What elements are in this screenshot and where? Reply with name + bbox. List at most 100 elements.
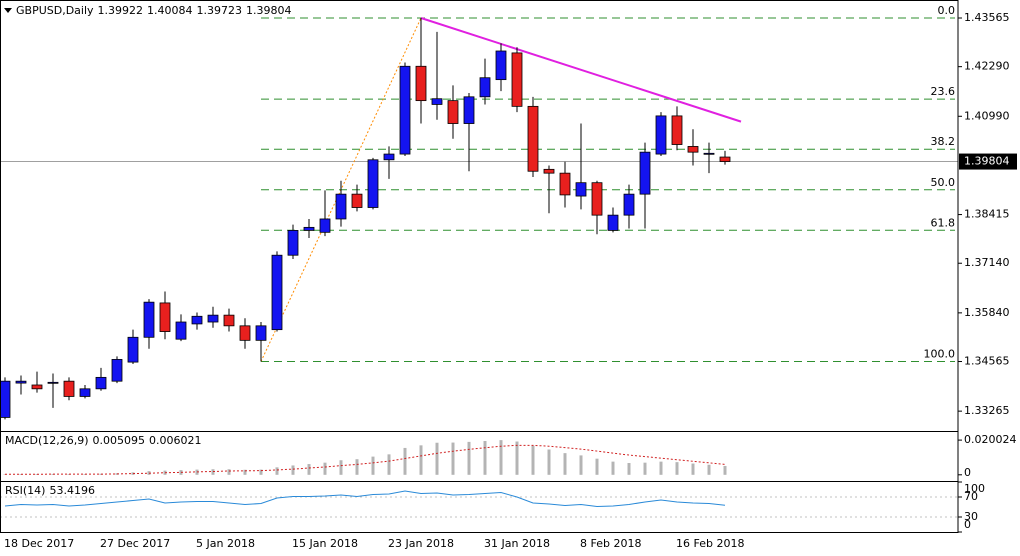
candle-body — [591, 182, 603, 216]
histogram-bar — [675, 462, 679, 475]
candle-body — [223, 314, 235, 327]
histogram-bar — [211, 469, 215, 475]
indicator-value: 1.39804 — [246, 4, 292, 17]
x-tick-label: 5 Jan 2018 — [196, 537, 255, 550]
histogram-bar — [371, 456, 375, 475]
candle-body — [127, 336, 139, 363]
histogram-bar — [307, 464, 311, 475]
candle-body — [559, 172, 571, 196]
y-tick-label: 100 — [964, 482, 985, 495]
candle-body — [495, 50, 507, 81]
histogram-bar — [707, 464, 711, 475]
histogram-bar — [531, 445, 535, 475]
candle-body — [719, 156, 731, 162]
candle-body — [31, 384, 43, 390]
histogram-bar — [483, 441, 487, 475]
y-tick-label: 0 — [964, 518, 971, 531]
histogram-bar — [499, 440, 503, 475]
candle-body — [415, 65, 427, 102]
candle-body — [671, 115, 683, 145]
histogram-bar — [227, 469, 231, 475]
candle-body — [319, 218, 331, 233]
price-label-box — [959, 153, 1017, 170]
histogram-bar — [403, 447, 407, 475]
candle-body — [79, 388, 91, 397]
histogram-bar — [611, 461, 615, 475]
indicator-value: 1.40084 — [147, 4, 193, 17]
x-tick-label: 31 Jan 2018 — [484, 537, 550, 550]
candle-body — [367, 159, 379, 208]
histogram-bar — [547, 449, 551, 475]
candle-body — [95, 376, 107, 390]
candle-body — [47, 381, 59, 384]
y-tick-label: 1.33265 — [964, 404, 1010, 417]
y-tick-label: 1.37140 — [964, 256, 1010, 269]
pane-header: MACD(12,26,9) 0.005095 0.006021 — [5, 434, 202, 447]
candle-body — [527, 105, 539, 172]
histogram-bar — [451, 442, 455, 475]
candle-body — [655, 115, 667, 155]
histogram-bar — [627, 463, 631, 475]
histogram-bar — [595, 458, 599, 475]
candle-body — [383, 153, 395, 161]
indicator-name: RSI(14) — [5, 484, 45, 497]
indicator-value: 53.4196 — [49, 484, 95, 497]
indicator-value: 0.005095 — [93, 434, 146, 447]
y-tick-label: 30 — [964, 510, 978, 523]
candle-body — [0, 380, 11, 418]
y-tick-label: 1.34565 — [964, 355, 1010, 368]
candle-body — [287, 230, 299, 256]
histogram-bar — [339, 460, 343, 475]
price-label: 1.39804 — [964, 155, 1010, 168]
y-tick-label: 1.43565 — [964, 11, 1010, 24]
fib-label: 50.0 — [931, 176, 956, 189]
menu-triangle — [4, 8, 12, 13]
candle-body — [159, 302, 171, 332]
indicator-value: 1.39922 — [98, 4, 144, 17]
y-tick-label: 1.38415 — [964, 208, 1010, 221]
candle-body — [543, 168, 555, 174]
y-tick-label: 1.40990 — [964, 109, 1010, 122]
pane-header: RSI(14) 53.4196 — [5, 484, 95, 497]
indicator-value: 1.39723 — [197, 4, 243, 17]
candle-body — [111, 359, 123, 382]
candle-body — [639, 151, 651, 195]
candle-body — [511, 52, 523, 107]
plot-area: 0.0 23.6 38.2 50.0 61.8 100.0 — [0, 4, 958, 518]
x-tick-label: 27 Dec 2017 — [100, 537, 170, 550]
y-tick-label: 70 — [964, 490, 978, 503]
candle-body — [15, 380, 27, 384]
histogram-bar — [563, 453, 567, 475]
candle-body — [575, 182, 587, 197]
candle-body — [191, 315, 203, 325]
candle-body — [479, 77, 491, 98]
histogram-bar — [435, 442, 439, 475]
histogram-bar — [643, 462, 647, 475]
indicator-name: GBPUSD,Daily — [16, 4, 94, 17]
candle-body — [255, 325, 267, 341]
x-tick-label: 23 Jan 2018 — [388, 537, 454, 550]
fib-label: 23.6 — [931, 85, 956, 98]
candle-body — [63, 380, 75, 397]
indicator-value: 0.006021 — [149, 434, 202, 447]
candle-body — [143, 301, 155, 338]
candle-body — [351, 193, 363, 208]
histogram-bar — [243, 469, 247, 475]
candle-body — [271, 254, 283, 331]
x-tick-label: 16 Feb 2018 — [676, 537, 744, 550]
y-tick-label: 1.35840 — [964, 306, 1010, 319]
histogram-bar — [355, 459, 359, 475]
fib-label: 0.0 — [938, 4, 956, 17]
histogram-bar — [291, 465, 295, 475]
signal-line — [5, 444, 726, 475]
candle-body — [447, 100, 459, 124]
histogram-bar — [467, 441, 471, 475]
x-tick-label: 8 Feb 2018 — [580, 537, 641, 550]
x-tick-label: 15 Jan 2018 — [292, 537, 358, 550]
candle-body — [703, 152, 715, 155]
histogram-bar — [323, 462, 327, 475]
histogram-bar — [387, 454, 391, 475]
